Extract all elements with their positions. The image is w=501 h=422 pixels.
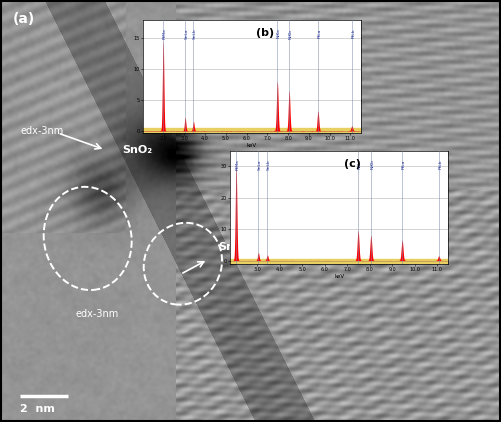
Text: PtMa: PtMa bbox=[163, 29, 167, 40]
Text: (a): (a) bbox=[13, 12, 35, 26]
X-axis label: keV: keV bbox=[334, 273, 345, 279]
Text: SnLa: SnLa bbox=[258, 160, 262, 170]
Text: NiKa: NiKa bbox=[358, 160, 362, 169]
Text: PtLa: PtLa bbox=[402, 160, 406, 169]
X-axis label: keV: keV bbox=[246, 143, 257, 148]
Text: PtMa: PtMa bbox=[236, 160, 240, 170]
Text: edx-3nm: edx-3nm bbox=[75, 309, 118, 319]
Text: PtLa: PtLa bbox=[318, 29, 322, 38]
Text: SnLb: SnLb bbox=[267, 160, 271, 170]
Text: (c): (c) bbox=[344, 159, 361, 168]
Text: SnO₂: SnO₂ bbox=[218, 242, 248, 252]
Text: NiKb: NiKb bbox=[289, 29, 293, 39]
Bar bbox=[230, 259, 448, 264]
Text: NiKa: NiKa bbox=[277, 29, 281, 38]
Text: PtLb: PtLb bbox=[438, 160, 442, 169]
Text: edx-3nm: edx-3nm bbox=[20, 126, 63, 136]
Bar bbox=[143, 128, 361, 133]
Text: NiKb: NiKb bbox=[371, 160, 375, 170]
Text: (b): (b) bbox=[256, 28, 274, 38]
Text: SnO₂: SnO₂ bbox=[123, 145, 153, 155]
Text: SnLb: SnLb bbox=[193, 29, 197, 39]
Text: 2  nm: 2 nm bbox=[20, 404, 55, 414]
Text: SnLa: SnLa bbox=[185, 29, 189, 39]
Text: PtLb: PtLb bbox=[352, 29, 355, 38]
